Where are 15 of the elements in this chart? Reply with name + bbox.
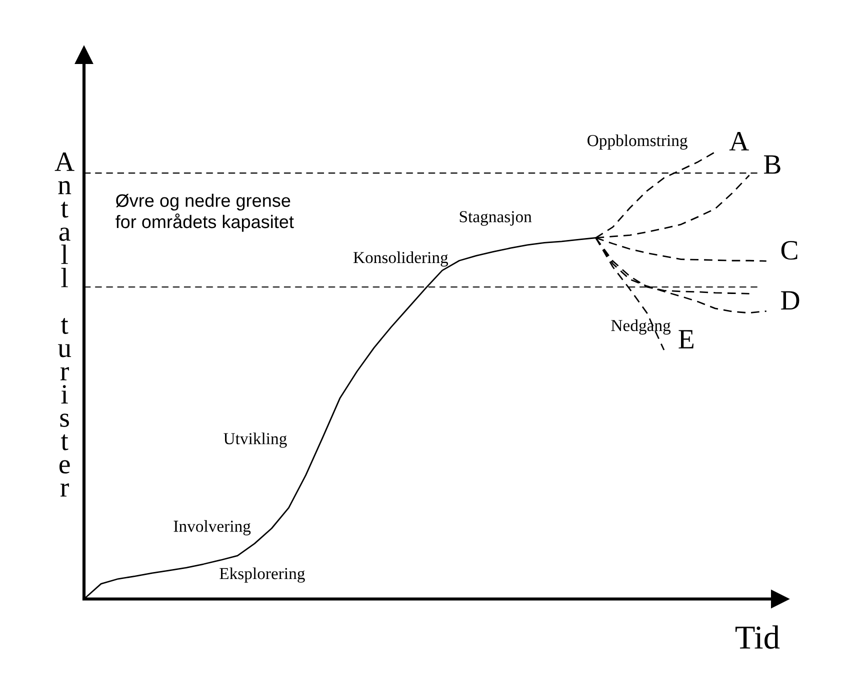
annotation: Involvering [174,520,251,536]
text: Antall turister [54,152,74,497]
series-label: E [678,330,694,348]
series-label: C [781,241,798,260]
text: Oppblomstring [588,134,688,150]
annotation: Øvre og nedre grense for områdets kapasitet [116,194,294,232]
annotation: Utvikling [224,432,287,448]
series-label: D [781,291,800,310]
series-label: B [764,155,780,174]
annotation: Konsolidering [353,251,448,267]
series-label: A [729,132,749,150]
x-axis-title: Tid [735,625,780,649]
annotation: Stagnasjon [460,211,532,226]
annotation: Eksplorering [220,567,305,583]
annotation: Nedgang [611,319,671,335]
